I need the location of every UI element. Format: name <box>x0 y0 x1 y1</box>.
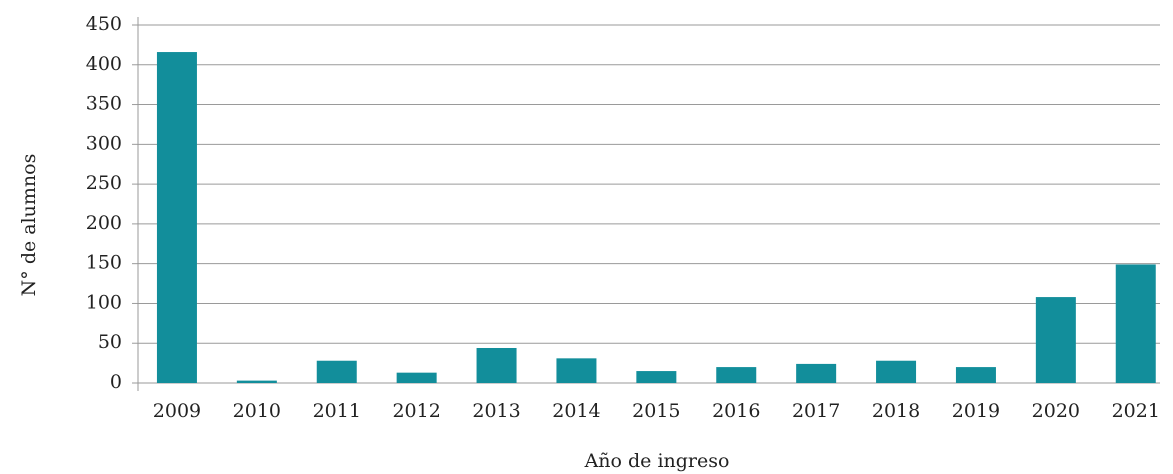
x-tick-label: 2009 <box>153 400 201 422</box>
bar <box>316 360 357 383</box>
x-tick-label: 2017 <box>792 400 840 422</box>
x-tick-label: 2014 <box>552 400 600 422</box>
x-tick-label: 2015 <box>632 400 680 422</box>
x-tick-label: 2021 <box>1112 400 1160 422</box>
x-axis-label: Año de ingreso <box>584 450 730 472</box>
x-tick-label: 2012 <box>392 400 440 422</box>
x-tick-label: 2010 <box>233 400 281 422</box>
bar <box>556 358 597 383</box>
bar <box>476 347 517 383</box>
y-tick-label: 450 <box>86 13 122 35</box>
y-axis-label: N° de alumnos <box>18 154 40 297</box>
bar <box>636 371 677 383</box>
y-tick-label: 400 <box>86 53 122 75</box>
x-tick-label: 2013 <box>472 400 520 422</box>
y-tick-label: 50 <box>98 331 122 353</box>
y-tick-label: 300 <box>86 132 122 154</box>
bar <box>955 367 996 383</box>
bar <box>796 363 837 383</box>
bar <box>396 372 437 383</box>
y-tick-label: 200 <box>86 212 122 234</box>
bar <box>1035 297 1076 383</box>
y-tick-label: 350 <box>86 93 122 115</box>
bar <box>1115 264 1156 383</box>
x-tick-label: 2018 <box>872 400 920 422</box>
y-tick-label: 250 <box>86 172 122 194</box>
x-tick-label: 2020 <box>1032 400 1080 422</box>
x-tick-label: 2019 <box>952 400 1000 422</box>
x-tick-label: 2011 <box>313 400 361 422</box>
bar <box>716 367 757 383</box>
bar <box>876 360 917 383</box>
bar <box>236 380 277 383</box>
y-tick-label: 0 <box>110 371 122 393</box>
x-tick-label: 2016 <box>712 400 760 422</box>
bar <box>156 52 197 383</box>
y-tick-label: 150 <box>86 252 122 274</box>
y-tick-label: 100 <box>86 291 122 313</box>
